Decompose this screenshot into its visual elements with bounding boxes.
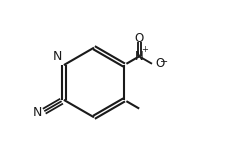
Text: +: + xyxy=(141,45,148,54)
Text: O: O xyxy=(134,32,143,45)
Text: N: N xyxy=(53,50,62,63)
Text: O: O xyxy=(154,57,164,70)
Text: N: N xyxy=(33,106,42,118)
Text: −: − xyxy=(159,57,167,67)
Text: N: N xyxy=(134,50,143,63)
